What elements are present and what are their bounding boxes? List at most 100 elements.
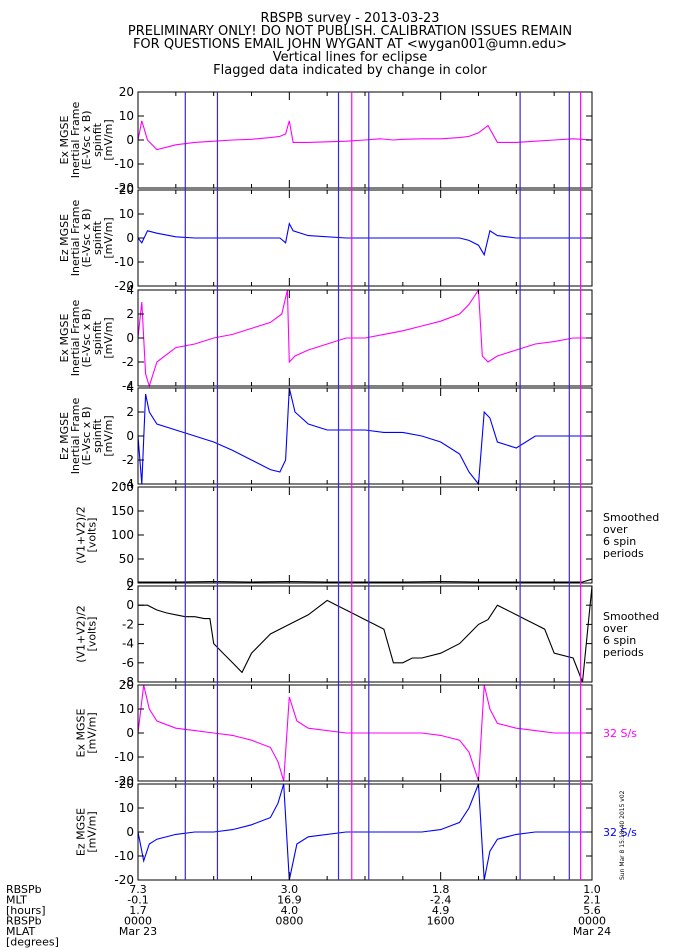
panel-3-ytick-label: -2 bbox=[122, 355, 134, 369]
panel-2-ylabel-line: Inertial Frame bbox=[69, 200, 82, 277]
panel-8-ylabel-line: [mV/m] bbox=[86, 811, 99, 852]
footer-row-label: MLT bbox=[6, 894, 27, 907]
panel-7-ytick-label: 10 bbox=[119, 702, 134, 716]
panel-7-note: 32 S/s bbox=[603, 727, 637, 740]
title-line-5: Flagged data indicated by change in colo… bbox=[213, 63, 487, 78]
footer-tick-value: 0000 bbox=[124, 915, 152, 928]
panel-4-frame bbox=[137, 387, 593, 485]
footer-tick-value: 2.1 bbox=[583, 894, 601, 907]
x-axis-labels: RBSPbMLT[hours]RBSPbMLAT[degrees]7.3-0.1… bbox=[6, 883, 611, 949]
panel-2-ytick-label: 20 bbox=[119, 183, 134, 197]
footer-tick-value: 5.6 bbox=[583, 904, 601, 917]
panel-5-ytick-label: 100 bbox=[111, 528, 134, 542]
panel-1-ylabel-line: [mV/m] bbox=[102, 119, 115, 160]
footer-tick-value: 4.9 bbox=[432, 904, 450, 917]
panel-5-note-line: Smoothed bbox=[603, 511, 659, 524]
footer-tick-value: 1600 bbox=[427, 915, 455, 928]
panel-5-series-line bbox=[138, 578, 593, 583]
panel-7-ylabel-line: Ex MGSE bbox=[75, 708, 88, 757]
version-stamp: Sun Mar 8 15:18:40 2015 v02 bbox=[619, 790, 626, 880]
footer-row-label: RBSPb bbox=[6, 915, 42, 928]
footer-tick-value: 1.0 bbox=[583, 883, 601, 896]
panel-5-note-line: 6 spin bbox=[603, 535, 636, 548]
figure-title: RBSPB survey - 2013-03-23 PRELIMINARY ON… bbox=[128, 11, 572, 78]
panel-4-ylabel-line: Inertial Frame bbox=[69, 398, 82, 475]
panel-2-ytick-label: 0 bbox=[126, 231, 134, 245]
panel-4-ylabel-line: Ez MGSE bbox=[58, 412, 71, 460]
panel-7-ytick-label: 20 bbox=[119, 678, 134, 692]
panel-4-ytick-label: -4 bbox=[122, 477, 134, 491]
panel-7-ytick-label: -10 bbox=[114, 750, 134, 764]
panel-3-ylabel-line: Ex MGSE bbox=[58, 313, 71, 362]
footer-tick-value: 0000 bbox=[578, 915, 606, 928]
panel-8-ytick-label: 0 bbox=[126, 825, 134, 839]
panel-7-ytick-label: -20 bbox=[114, 774, 134, 788]
panel-6-series-line bbox=[138, 585, 593, 683]
title-line-3: FOR QUESTIONS EMAIL JOHN WYGANT AT <wyga… bbox=[133, 37, 567, 52]
panel-1-ylabel-line: (E-Vsc x B) bbox=[80, 110, 93, 169]
panel-8-ylabel-line: Ez MGSE bbox=[75, 808, 88, 856]
panel-2-ytick-label: -10 bbox=[114, 255, 134, 269]
panel-6: 20-2-4-6-8(V1+V2)/2[volts]Smoothedover6 … bbox=[75, 579, 660, 689]
panel-6-ytick-label: 2 bbox=[126, 579, 134, 593]
panel-2-series-line bbox=[137, 221, 592, 257]
panel-4-ytick-label: 2 bbox=[126, 405, 134, 419]
panel-5-note-line: over bbox=[603, 523, 628, 536]
footer-tick-value: 7.3 bbox=[129, 883, 147, 896]
footer-tick-value: Mar 24 bbox=[573, 925, 611, 938]
panel-2-ylabel-line: (E-Vsc x B) bbox=[80, 208, 93, 267]
panel-6-note-line: over bbox=[603, 622, 628, 635]
panel-1-ylabel-line: Ex MGSE bbox=[58, 115, 71, 164]
panel-8-note-line: 32 S/s bbox=[603, 826, 637, 839]
panel-5-ytick-label: 200 bbox=[111, 480, 134, 494]
panel-1-series-line bbox=[137, 120, 593, 151]
footer-tick-value: 3.0 bbox=[281, 883, 299, 896]
panel-7-ylabel: Ex MGSE[mV/m] bbox=[75, 708, 99, 757]
panel-6-note-line: periods bbox=[603, 646, 644, 659]
panel-1-ylabel-line: spinfit bbox=[91, 122, 104, 157]
panel-4-ytick-label: 4 bbox=[126, 381, 134, 395]
panel-2-ytick-label: -20 bbox=[114, 279, 134, 293]
panel-3-series-line bbox=[137, 288, 592, 388]
panel-4-ylabel-line: spinfit bbox=[91, 418, 104, 453]
panel-5-ytick-label: 0 bbox=[126, 576, 134, 590]
panel-6-ytick-label: 0 bbox=[126, 598, 134, 612]
panel-5-frame bbox=[137, 486, 593, 584]
panel-3-ytick-label: -4 bbox=[122, 379, 134, 393]
footer-row-label: [degrees] bbox=[6, 936, 59, 949]
panel-7-ytick-label: 0 bbox=[126, 726, 134, 740]
panel-7-note-line: 32 S/s bbox=[603, 727, 637, 740]
panel-5-ylabel: (V1+V2)/2[volts] bbox=[75, 506, 99, 564]
panel-6-ylabel-line: (V1+V2)/2 bbox=[75, 605, 88, 663]
panel-6-ytick-label: -6 bbox=[122, 656, 134, 670]
panel-5-ytick-label: 50 bbox=[119, 552, 134, 566]
panel-4-series-line bbox=[137, 387, 592, 486]
panel-4-ytick-label: 0 bbox=[126, 429, 134, 443]
panel-8-ylabel: Ez MGSE[mV/m] bbox=[75, 808, 99, 856]
panel-6-ytick-label: -8 bbox=[122, 675, 134, 689]
panel-5-ytick-label: 150 bbox=[111, 504, 134, 518]
panel-3-ylabel-line: spinfit bbox=[91, 320, 104, 355]
panel-3-ytick-label: 4 bbox=[126, 283, 134, 297]
eclipse-lines bbox=[184, 92, 582, 880]
panel-7: 20 10 0 -10 -20 Ex MGSE[mV/m] 32 S/s bbox=[75, 678, 638, 788]
panel-5-ylabel-line: [volts] bbox=[86, 518, 99, 553]
footer-tick-value: Mar 23 bbox=[119, 925, 157, 938]
panel-6-ytick-label: -2 bbox=[122, 617, 134, 631]
panel-1-ytick-label: 20 bbox=[119, 85, 134, 99]
title-line-1: RBSPB survey - 2013-03-23 bbox=[260, 11, 439, 26]
footer-row-label: RBSPb bbox=[6, 883, 42, 896]
panel-1-ytick-label: -20 bbox=[114, 181, 134, 195]
panel-8-ytick-label: -20 bbox=[114, 873, 134, 887]
panel-8-note: 32 S/s bbox=[603, 826, 637, 839]
footer-tick-value: 4.0 bbox=[281, 904, 299, 917]
panel-2-ylabel-line: spinfit bbox=[91, 220, 104, 255]
